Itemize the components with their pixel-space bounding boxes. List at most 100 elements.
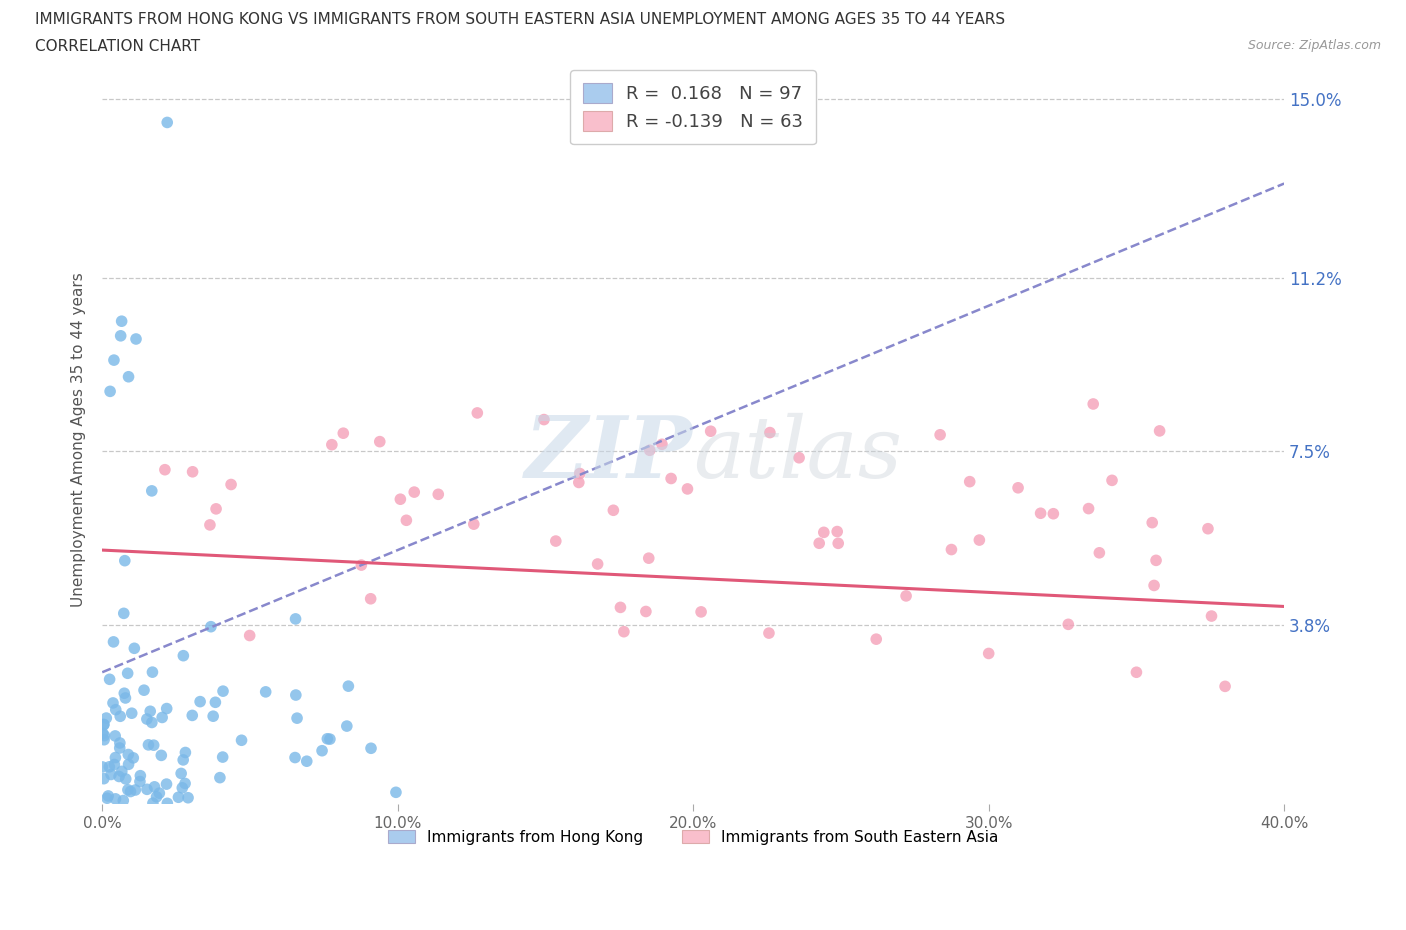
Point — [350, 558, 373, 573]
Point — [1007, 481, 1029, 496]
Point — [568, 475, 591, 490]
Point — [129, 774, 152, 789]
Point — [198, 517, 221, 532]
Point — [93, 771, 115, 786]
Point — [141, 715, 163, 730]
Point — [319, 732, 342, 747]
Point — [172, 780, 194, 795]
Point — [112, 606, 135, 621]
Point — [96, 790, 118, 805]
Point — [91, 760, 114, 775]
Point — [427, 487, 450, 502]
Point — [969, 533, 991, 548]
Point — [117, 369, 139, 384]
Point — [208, 770, 231, 785]
Point — [111, 764, 134, 778]
Point — [103, 634, 125, 649]
Point — [141, 665, 163, 680]
Point — [1088, 545, 1111, 560]
Point — [332, 426, 354, 441]
Point — [122, 751, 145, 765]
Point — [690, 604, 713, 619]
Point — [181, 708, 204, 723]
Point — [1201, 608, 1223, 623]
Point — [104, 751, 127, 765]
Point — [609, 600, 631, 615]
Point — [602, 503, 624, 518]
Point — [205, 501, 228, 516]
Point — [463, 517, 485, 532]
Point — [117, 782, 139, 797]
Text: CORRELATION CHART: CORRELATION CHART — [35, 39, 200, 54]
Point — [758, 626, 780, 641]
Point — [404, 485, 426, 499]
Point — [145, 790, 167, 804]
Point — [1144, 553, 1167, 568]
Point — [586, 556, 609, 571]
Point — [219, 477, 242, 492]
Point — [101, 696, 124, 711]
Point — [316, 731, 339, 746]
Point — [117, 747, 139, 762]
Point — [135, 711, 157, 726]
Point — [93, 728, 115, 743]
Point — [111, 313, 134, 328]
Point — [177, 790, 200, 805]
Point — [638, 443, 661, 458]
Point — [121, 706, 143, 721]
Point — [941, 542, 963, 557]
Point — [202, 709, 225, 724]
Point — [98, 671, 121, 686]
Point — [254, 684, 277, 699]
Point — [637, 551, 659, 565]
Point — [103, 352, 125, 367]
Point — [825, 525, 848, 539]
Point — [114, 553, 136, 568]
Point — [174, 745, 197, 760]
Point — [155, 777, 177, 791]
Point — [104, 702, 127, 717]
Point — [98, 384, 121, 399]
Point — [138, 737, 160, 752]
Point — [112, 685, 135, 700]
Point — [659, 472, 682, 486]
Point — [295, 754, 318, 769]
Point — [120, 784, 142, 799]
Point — [150, 748, 173, 763]
Point — [200, 619, 222, 634]
Text: ZIP: ZIP — [526, 413, 693, 496]
Point — [676, 482, 699, 497]
Point — [813, 525, 835, 539]
Point — [172, 752, 194, 767]
Point — [634, 604, 657, 619]
Point — [125, 332, 148, 347]
Point — [211, 750, 233, 764]
Point — [1029, 506, 1052, 521]
Point — [108, 740, 131, 755]
Point — [98, 760, 121, 775]
Point — [172, 648, 194, 663]
Point — [284, 687, 307, 702]
Point — [143, 779, 166, 794]
Y-axis label: Unemployment Among Ages 35 to 44 years: Unemployment Among Ages 35 to 44 years — [72, 272, 86, 607]
Point — [112, 793, 135, 808]
Point — [141, 484, 163, 498]
Point — [385, 785, 408, 800]
Point — [167, 790, 190, 804]
Point — [533, 412, 555, 427]
Point — [150, 710, 173, 724]
Point — [894, 589, 917, 604]
Point — [132, 683, 155, 698]
Text: atlas: atlas — [693, 413, 903, 496]
Point — [699, 424, 721, 439]
Point — [91, 726, 114, 741]
Point — [231, 733, 253, 748]
Point — [285, 711, 308, 725]
Point — [1042, 506, 1064, 521]
Point — [959, 474, 981, 489]
Point — [156, 796, 179, 811]
Point — [97, 789, 120, 804]
Point — [1125, 665, 1147, 680]
Point — [465, 405, 488, 420]
Point — [181, 464, 204, 479]
